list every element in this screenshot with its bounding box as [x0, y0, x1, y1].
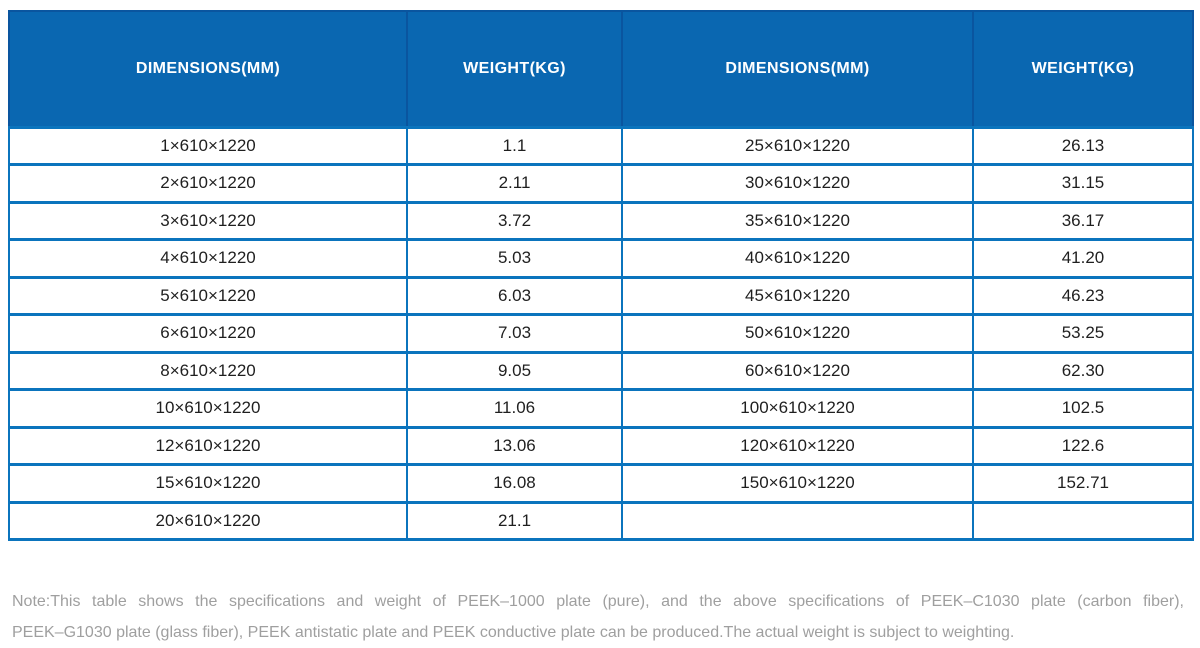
table-row: 1×610×1220 1.1 25×610×1220 26.13 [8, 125, 1194, 166]
dimensions-cell: 10×610×1220 [8, 388, 408, 429]
dimensions-cell: 5×610×1220 [8, 275, 408, 316]
weight-cell: 152.71 [972, 463, 1194, 504]
dimensions-cell: 150×610×1220 [621, 463, 974, 504]
dimensions-cell: 1×610×1220 [8, 125, 408, 166]
dimensions-cell: 50×610×1220 [621, 313, 974, 354]
weight-cell: 41.20 [972, 238, 1194, 279]
weight-cell: 13.06 [406, 425, 623, 466]
dimensions-cell: 2×610×1220 [8, 163, 408, 204]
weight-cell: 9.05 [406, 350, 623, 391]
table-row: 2×610×1220 2.11 30×610×1220 31.15 [8, 163, 1194, 204]
weight-cell: 36.17 [972, 200, 1194, 241]
dimensions-cell: 15×610×1220 [8, 463, 408, 504]
dimensions-cell: 40×610×1220 [621, 238, 974, 279]
dimensions-cell: 8×610×1220 [8, 350, 408, 391]
dimensions-cell: 20×610×1220 [8, 500, 408, 541]
dimensions-cell: 6×610×1220 [8, 313, 408, 354]
weight-cell: 21.1 [406, 500, 623, 541]
table-row: 15×610×1220 16.08 150×610×1220 152.71 [8, 463, 1194, 504]
weight-cell: 6.03 [406, 275, 623, 316]
table-row: 10×610×1220 11.06 100×610×1220 102.5 [8, 388, 1194, 429]
weight-cell: 46.23 [972, 275, 1194, 316]
table-row: 6×610×1220 7.03 50×610×1220 53.25 [8, 313, 1194, 354]
weight-cell [972, 500, 1194, 541]
dimensions-cell: 30×610×1220 [621, 163, 974, 204]
header-dimensions-right: DIMENSIONS(MM) [621, 10, 974, 129]
table-row: 8×610×1220 9.05 60×610×1220 62.30 [8, 350, 1194, 391]
dimensions-cell: 120×610×1220 [621, 425, 974, 466]
table-body: 1×610×1220 1.1 25×610×1220 26.13 2×610×1220 2… [8, 125, 1194, 541]
dimensions-cell: 4×610×1220 [8, 238, 408, 279]
table-row: 4×610×1220 5.03 40×610×1220 41.20 [8, 238, 1194, 279]
dimensions-cell: 12×610×1220 [8, 425, 408, 466]
table-row: 3×610×1220 3.72 35×610×1220 36.17 [8, 200, 1194, 241]
dimensions-cell: 3×610×1220 [8, 200, 408, 241]
weight-cell: 7.03 [406, 313, 623, 354]
weight-cell: 122.6 [972, 425, 1194, 466]
dimensions-cell: 100×610×1220 [621, 388, 974, 429]
note-line-2: PEEK–G1030 plate (glass fiber), PEEK ant… [12, 624, 1015, 641]
header-weight-left: WEIGHT(KG) [406, 10, 623, 129]
table-header: DIMENSIONS(MM) WEIGHT(KG) DIMENSIONS(MM)… [8, 10, 1194, 129]
dimensions-cell: 25×610×1220 [621, 125, 974, 166]
header-weight-right: WEIGHT(KG) [972, 10, 1194, 129]
dimensions-cell: 45×610×1220 [621, 275, 974, 316]
dimensions-cell: 60×610×1220 [621, 350, 974, 391]
weight-cell: 31.15 [972, 163, 1194, 204]
table-row: 5×610×1220 6.03 45×610×1220 46.23 [8, 275, 1194, 316]
dimensions-cell: 35×610×1220 [621, 200, 974, 241]
weight-cell: 53.25 [972, 313, 1194, 354]
weight-cell: 16.08 [406, 463, 623, 504]
weight-cell: 2.11 [406, 163, 623, 204]
table-row: 20×610×1220 21.1 [8, 500, 1194, 541]
weight-cell: 3.72 [406, 200, 623, 241]
weight-cell: 5.03 [406, 238, 623, 279]
header-row: DIMENSIONS(MM) WEIGHT(KG) DIMENSIONS(MM)… [8, 10, 1194, 129]
weight-cell: 26.13 [972, 125, 1194, 166]
spec-table: DIMENSIONS(MM) WEIGHT(KG) DIMENSIONS(MM)… [8, 10, 1194, 541]
header-dimensions-left: DIMENSIONS(MM) [8, 10, 408, 129]
dimensions-cell [621, 500, 974, 541]
weight-cell: 1.1 [406, 125, 623, 166]
note-line-1: Note:This table shows the specifications… [12, 593, 1184, 610]
weight-cell: 102.5 [972, 388, 1194, 429]
table-row: 12×610×1220 13.06 120×610×1220 122.6 [8, 425, 1194, 466]
weight-cell: 11.06 [406, 388, 623, 429]
note-text: Note:This table shows the specifications… [12, 586, 1184, 648]
weight-cell: 62.30 [972, 350, 1194, 391]
